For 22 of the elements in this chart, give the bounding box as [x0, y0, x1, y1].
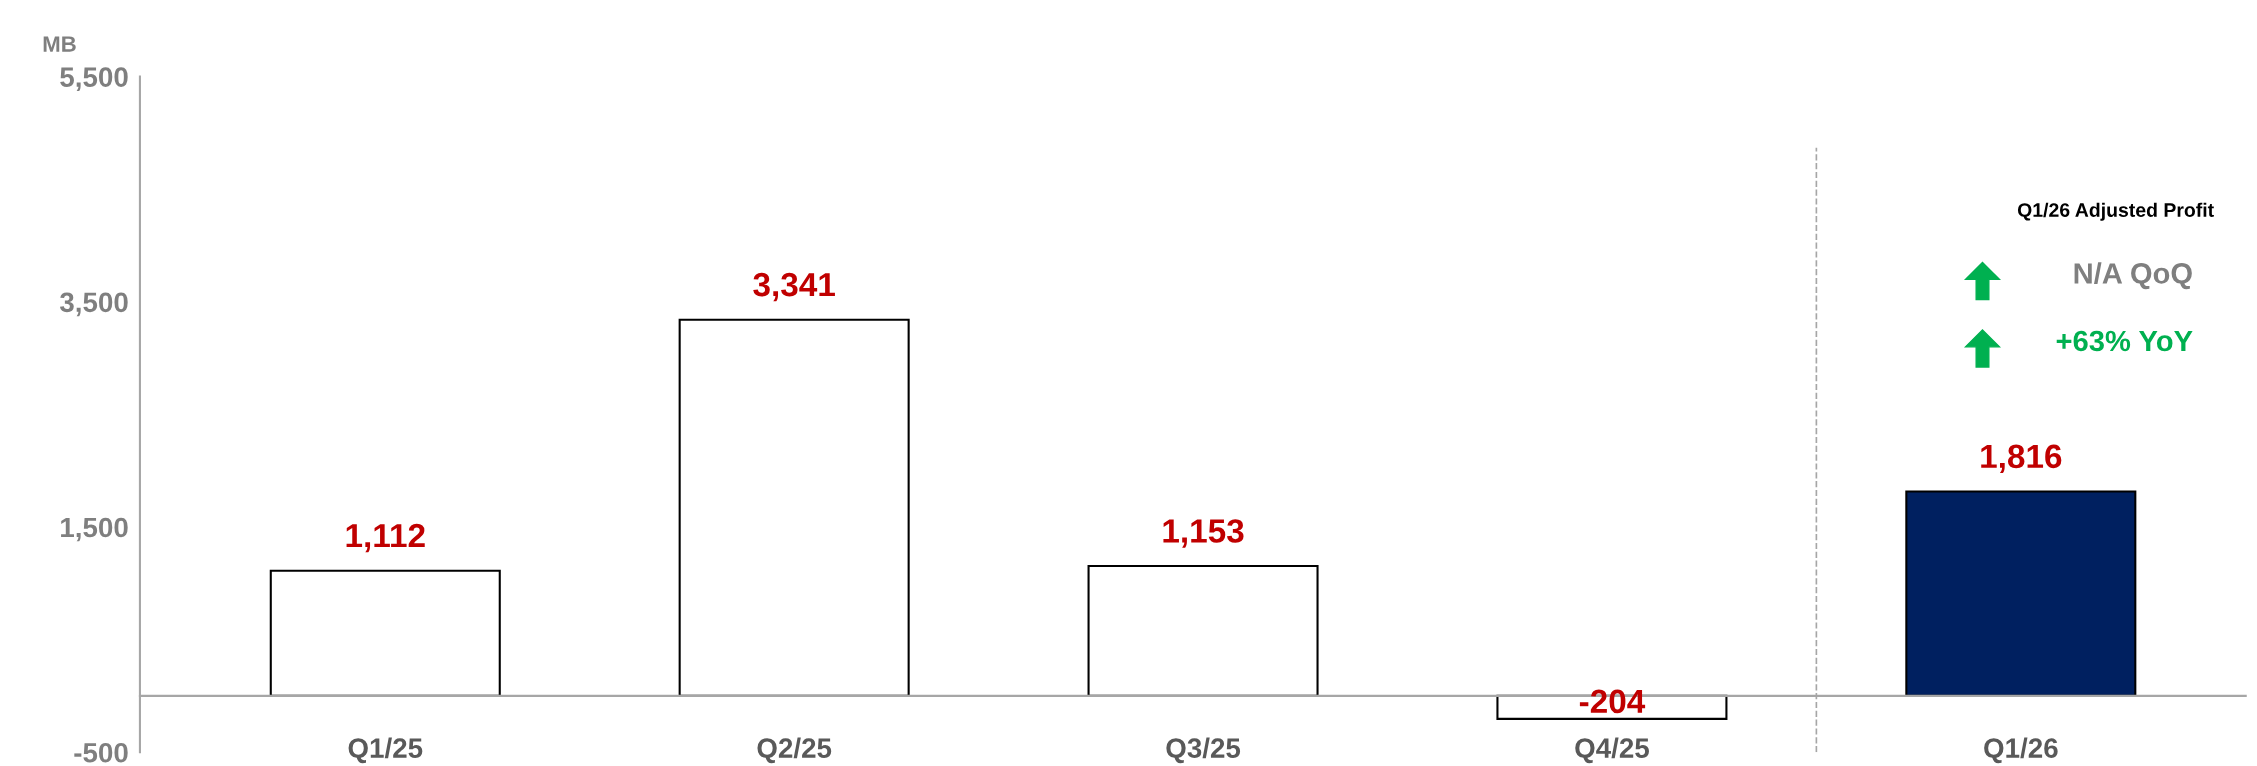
- x-tick-label: Q3/25: [1166, 737, 1241, 764]
- y-tick-label: 3,500: [59, 292, 128, 317]
- y-tick-label: 5,500: [60, 67, 128, 91]
- bar: [1087, 565, 1319, 697]
- data-label: 1,112: [346, 523, 425, 553]
- x-tick-label: Q2/25: [757, 737, 832, 764]
- bar: [678, 318, 910, 697]
- data-label: 1,153: [1163, 519, 1244, 548]
- bar: [1905, 490, 2137, 697]
- data-label: 1,816: [1981, 444, 2062, 473]
- x-tick-label: Q4/25: [1575, 737, 1649, 764]
- data-label: -204: [1579, 689, 1646, 714]
- y-axis-title: MB: [43, 36, 76, 52]
- x-tick-label: Q1/26: [1984, 737, 2058, 764]
- annotation: N/A QoQ: [2074, 262, 2192, 290]
- y-tick-label: 1,500: [61, 517, 128, 542]
- annotation: +63% YoY: [2056, 330, 2193, 352]
- bar: [269, 569, 501, 697]
- annotation: Q1/26 Adjusted Profit: [2017, 202, 2214, 221]
- data-label: 3,341: [753, 272, 835, 302]
- x-tick-label: Q1/25: [348, 737, 423, 764]
- y-tick-label: -500: [74, 742, 128, 763]
